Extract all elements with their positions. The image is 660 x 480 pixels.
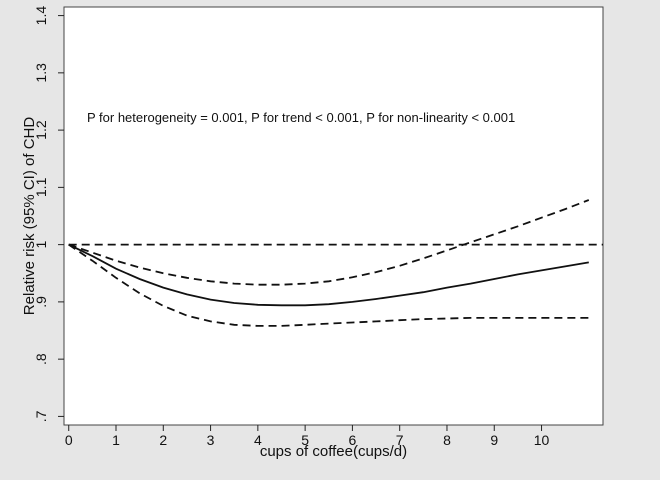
x-tick-label: 6 [349, 432, 357, 448]
series-line-estimate [68, 243, 589, 307]
y-axis: .7 .8 .9 1 1.1 1.2 1.3 1.4 [33, 6, 64, 422]
x-tick-label: 1 [112, 432, 120, 448]
x-tick-label: 5 [301, 432, 309, 448]
y-tick-label: 1 [33, 241, 49, 249]
x-tick-label: 3 [207, 432, 215, 448]
x-tick-label: 7 [396, 432, 404, 448]
y-tick-label: .8 [33, 353, 49, 365]
x-tick-label: 4 [254, 432, 262, 448]
y-tick-label: 1.3 [33, 63, 49, 83]
x-axis-title: cups of coffee(cups/d) [260, 443, 407, 460]
plot-area [63, 6, 604, 426]
series-line-dashed [68, 199, 590, 286]
x-tick-label: 2 [159, 432, 167, 448]
y-tick-label: .7 [33, 410, 49, 422]
y-tick-label: 1.1 [33, 177, 49, 197]
x-tick-label: 9 [490, 432, 498, 448]
x-axis: 0 1 2 3 4 5 6 7 8 9 10 [65, 425, 550, 448]
x-tick-label: 10 [534, 432, 550, 448]
x-tick-label: 8 [443, 432, 451, 448]
x-tick-label: 0 [65, 432, 73, 448]
y-tick-label: 1.4 [33, 6, 49, 26]
p-value-annotation: P for heterogeneity = 0.001, P for trend… [87, 110, 515, 125]
y-tick-label: .9 [33, 296, 49, 308]
y-tick-label: 1.2 [33, 120, 49, 140]
series-layer [68, 199, 603, 327]
y-axis-title: Relative risk (95% CI) of CHD [21, 117, 38, 316]
